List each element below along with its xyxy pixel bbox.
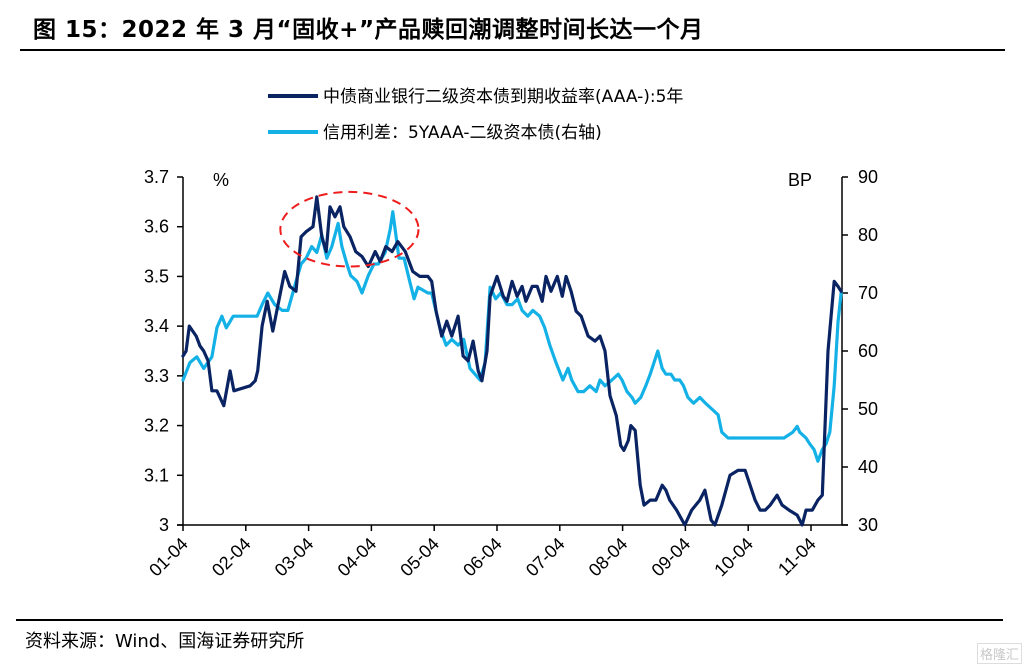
- x-axis-tick-label: 11-04: [774, 534, 820, 580]
- right-axis-tick-label: 30: [858, 515, 878, 535]
- x-axis-tick-label: 10-04: [710, 534, 757, 581]
- legend-label-spread: 信用利差：5YAAA-二级资本债(右轴): [323, 123, 602, 143]
- footer-rule: [16, 619, 1003, 621]
- title-rule: [20, 49, 1005, 51]
- series-line-yield: [181, 195, 843, 527]
- left-axis-tick-label: 3.4: [144, 316, 169, 336]
- plot-area: [181, 190, 843, 527]
- axes: 3 3.1 3.2 3.3 3.4 3.5 3.6 3.7 30 40 50 60 70 80 90 01-0…: [144, 167, 878, 580]
- left-axis-tick-label: 3.6: [144, 217, 169, 237]
- left-axis-tick-label: 3.5: [144, 266, 169, 286]
- x-axis-tick-label: 04-04: [334, 534, 381, 581]
- legend-label-yield: 中债商业银行二级资本债到期收益率(AAA-):5年: [323, 87, 683, 107]
- x-axis-tick-label: 01-04: [145, 534, 192, 581]
- x-axis-tick-label: 06-04: [459, 534, 506, 581]
- figure-title: 图 15：2022 年 3 月“固收+”产品赎回潮调整时间长达一个月: [33, 17, 704, 43]
- right-axis-tick-label: 50: [858, 399, 878, 419]
- left-axis-tick-label: 3.3: [144, 366, 169, 386]
- annotation-ellipse: [279, 190, 420, 268]
- x-axis-tick-label: 08-04: [585, 534, 632, 581]
- legend: 中债商业银行二级资本债到期收益率(AAA-):5年 信用利差：5YAAA-二级资…: [268, 87, 683, 143]
- right-axis-unit-label: BP: [788, 170, 812, 190]
- right-axis-tick-label: 60: [858, 341, 878, 361]
- x-axis-tick-label: 09-04: [648, 534, 695, 581]
- left-axis-tick-label: 3.2: [144, 416, 169, 436]
- right-axis-tick-label: 40: [858, 457, 878, 477]
- watermark-logo: 格隆汇: [976, 643, 1022, 664]
- right-axis-tick-label: 90: [858, 167, 878, 187]
- left-axis-unit-label: %: [213, 170, 229, 190]
- x-axis-tick-label: 07-04: [522, 534, 569, 581]
- left-axis-tick-label: 3.1: [144, 465, 169, 485]
- x-axis-tick-label: 02-04: [208, 534, 255, 581]
- right-axis-tick-label: 70: [858, 283, 878, 303]
- left-axis-tick-label: 3.7: [144, 167, 169, 187]
- x-axis-tick-label: 03-04: [271, 534, 318, 581]
- right-axis-tick-label: 80: [858, 225, 878, 245]
- left-axis-tick-label: 3: [159, 515, 169, 535]
- series-line-spread: [181, 210, 843, 463]
- x-axis-tick-label: 05-04: [396, 534, 443, 581]
- source-note: 资料来源：Wind、国海证券研究所: [25, 631, 305, 652]
